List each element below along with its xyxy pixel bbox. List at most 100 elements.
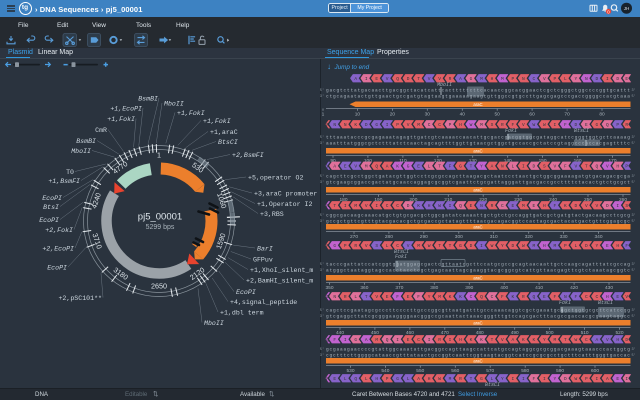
- svg-text:K: K: [354, 122, 357, 128]
- svg-text:R: R: [625, 122, 628, 128]
- svg-text:3': 3': [632, 135, 636, 140]
- svg-text:V: V: [407, 243, 410, 249]
- svg-text:3': 3': [320, 141, 324, 146]
- svg-text:V: V: [365, 243, 368, 249]
- svg-text:H: H: [543, 203, 546, 209]
- svg-text:T: T: [438, 164, 441, 170]
- svg-text:+1,Operator I2: +1,Operator I2: [257, 201, 312, 208]
- svg-text:Q: Q: [606, 122, 609, 128]
- svg-text:570: 570: [486, 368, 494, 374]
- svg-text:I: I: [344, 203, 347, 209]
- svg-text:Q: Q: [595, 164, 598, 170]
- svg-text:I: I: [375, 203, 378, 209]
- svg-text:Q: Q: [533, 294, 536, 300]
- svg-text:F: F: [501, 294, 504, 300]
- svg-text:H: H: [428, 376, 431, 382]
- svg-text:3': 3': [632, 213, 636, 218]
- svg-text:V: V: [574, 164, 577, 170]
- svg-text:T0: T0: [66, 169, 74, 176]
- svg-text:5': 5': [320, 262, 324, 267]
- svg-text:MboII: MboII: [164, 100, 184, 107]
- svg-text:G: G: [459, 164, 462, 170]
- svg-text:EcoPI: EcoPI: [42, 195, 62, 202]
- svg-text:Y: Y: [428, 294, 431, 300]
- svg-text:D: D: [512, 243, 515, 249]
- svg-text:aaatttatgggcgctctttatctcaactag: aaatttatgggcgctctttatctcaactagcagttttggt…: [326, 140, 630, 146]
- svg-text:M: M: [554, 337, 557, 343]
- svg-text:E: E: [616, 294, 619, 300]
- svg-text:N: N: [522, 76, 525, 82]
- svg-text:60: 60: [529, 112, 535, 118]
- svg-text:H: H: [428, 203, 431, 209]
- svg-text:220: 220: [479, 197, 487, 203]
- svg-text:EcoPI: EcoPI: [236, 289, 256, 296]
- svg-text:W: W: [470, 122, 473, 128]
- svg-text:E: E: [407, 337, 410, 343]
- svg-text:FokI: FokI: [559, 300, 571, 306]
- svg-text:330: 330: [560, 234, 568, 240]
- svg-text:40: 40: [460, 112, 466, 118]
- svg-text:T: T: [491, 337, 494, 343]
- svg-text:+1,BsmFI: +1,BsmFI: [48, 178, 80, 185]
- svg-text:C: C: [585, 337, 588, 343]
- svg-text:L: L: [344, 376, 347, 382]
- svg-text:V: V: [585, 203, 588, 209]
- svg-text:3': 3': [320, 314, 324, 319]
- svg-text:T: T: [470, 164, 473, 170]
- svg-text:L: L: [386, 243, 389, 249]
- svg-text:tacccgattatccatcggtggatggagcga: tacccgattatccatcggtggatggagcgactcgttaatc…: [326, 261, 630, 267]
- svg-text:320: 320: [525, 234, 533, 240]
- svg-text:480: 480: [476, 330, 484, 336]
- svg-text:E: E: [606, 243, 609, 249]
- svg-text:Q: Q: [480, 294, 483, 300]
- svg-text:D: D: [407, 203, 410, 209]
- svg-text:JH: JH: [624, 6, 630, 11]
- svg-text:80: 80: [599, 112, 605, 118]
- svg-text:R: R: [491, 203, 494, 209]
- svg-text:L: L: [354, 294, 357, 300]
- svg-text:I: I: [396, 337, 399, 343]
- svg-text:490: 490: [511, 330, 519, 336]
- svg-text:C: C: [533, 76, 536, 82]
- svg-text:5': 5': [320, 135, 324, 140]
- svg-text:540: 540: [381, 368, 389, 374]
- svg-text:K: K: [480, 337, 483, 343]
- svg-text:C: C: [396, 243, 399, 249]
- svg-text:240: 240: [549, 197, 557, 203]
- svg-text:R: R: [522, 294, 525, 300]
- svg-text:C: C: [396, 203, 399, 209]
- svg-text:T: T: [417, 76, 420, 82]
- svg-text:5': 5': [632, 219, 636, 224]
- svg-text:GFPuv: GFPuv: [253, 256, 273, 263]
- svg-text:420: 420: [570, 285, 578, 291]
- svg-text:I: I: [449, 203, 452, 209]
- svg-text:D: D: [365, 122, 368, 128]
- svg-text:I: I: [480, 243, 483, 249]
- svg-text:gacgtcttatgacaacttgacggctacatc: gacgtcttatgacaacttgacggctacatcattcactttt…: [326, 87, 630, 93]
- svg-text:5': 5': [320, 347, 324, 352]
- svg-text:EcoPI: EcoPI: [39, 217, 59, 224]
- svg-text:S: S: [625, 203, 628, 209]
- svg-text:D: D: [606, 203, 609, 209]
- svg-text:F: F: [554, 294, 557, 300]
- svg-text:D: D: [595, 76, 598, 82]
- svg-text:H: H: [459, 337, 462, 343]
- svg-text:A: A: [333, 164, 336, 170]
- svg-text:460: 460: [406, 330, 414, 336]
- svg-text:+5,operator O2: +5,operator O2: [248, 174, 303, 181]
- svg-text:BtsCI: BtsCI: [485, 382, 500, 388]
- svg-text:gtcgaggcttatcgcgggaaggggaacggg: gtcgaggcttatcgcgggaaggggaacgggccgcaattac…: [326, 313, 630, 319]
- svg-text:I: I: [522, 376, 525, 382]
- svg-text:V: V: [606, 337, 609, 343]
- svg-text:K: K: [449, 294, 452, 300]
- svg-text:K: K: [522, 337, 525, 343]
- svg-text:E: E: [386, 294, 389, 300]
- svg-text:R: R: [449, 76, 452, 82]
- svg-text:E: E: [470, 203, 473, 209]
- svg-text:M: M: [480, 122, 483, 128]
- svg-text:D: D: [564, 376, 567, 382]
- svg-text:FokI: FokI: [505, 128, 517, 134]
- svg-text:3': 3': [320, 180, 324, 185]
- svg-text:T: T: [438, 243, 441, 249]
- svg-text:140: 140: [504, 158, 512, 164]
